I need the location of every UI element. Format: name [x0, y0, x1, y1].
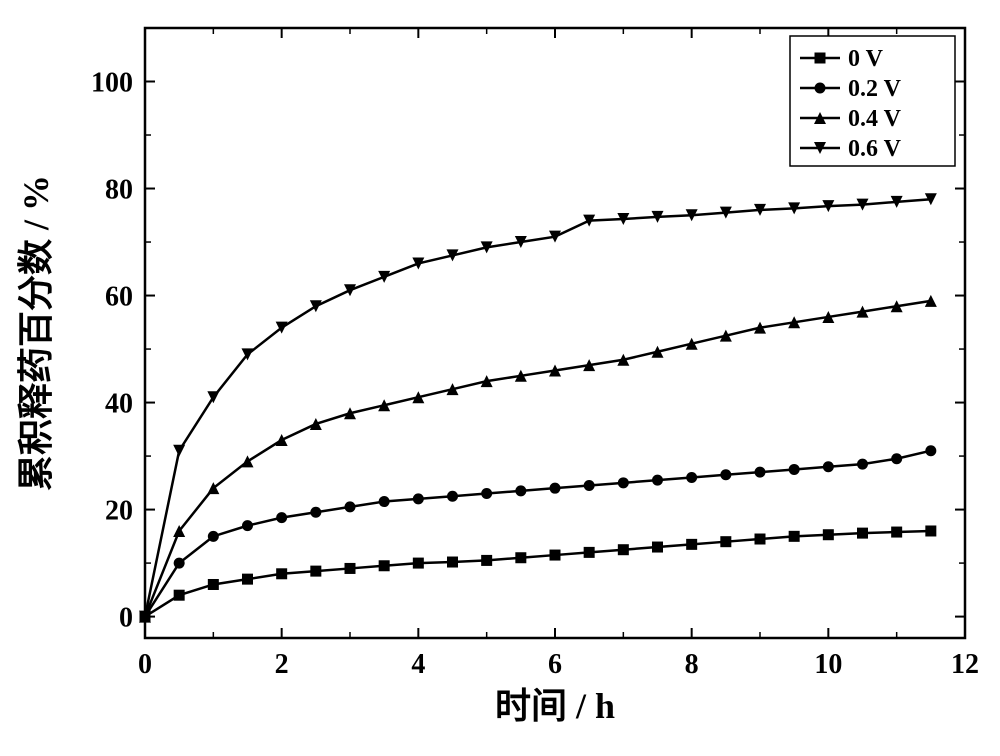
svg-text:0.2 V: 0.2 V: [848, 76, 902, 102]
svg-text:10: 10: [814, 649, 842, 680]
svg-text:80: 80: [105, 175, 133, 206]
svg-text:2: 2: [275, 649, 289, 680]
svg-text:6: 6: [548, 649, 562, 680]
svg-text:0: 0: [138, 649, 152, 680]
svg-text:累积释药百分数 / %: 累积释药百分数 / %: [16, 175, 56, 491]
svg-text:8: 8: [685, 649, 699, 680]
svg-text:4: 4: [411, 649, 425, 680]
svg-text:20: 20: [105, 496, 133, 527]
svg-text:12: 12: [951, 649, 979, 680]
svg-text:0.6 V: 0.6 V: [848, 136, 902, 162]
svg-text:40: 40: [105, 389, 133, 420]
chart-container: 0 2 4 6 8 10 12 0 20 40 60 80 100 时间 / h 累积释药百分数 / % 0 …: [0, 0, 1000, 756]
line-chart: 0 2 4 6 8 10 12 0 20 40 60 80 100 时间 / h 累积释药百分数 / % 0 …: [0, 0, 1000, 756]
svg-text:时间 / h: 时间 / h: [495, 686, 615, 726]
svg-text:0.4 V: 0.4 V: [848, 106, 902, 132]
svg-text:0 V: 0 V: [848, 46, 884, 72]
svg-text:0: 0: [119, 603, 133, 634]
svg-text:60: 60: [105, 282, 133, 313]
svg-text:100: 100: [91, 68, 133, 99]
